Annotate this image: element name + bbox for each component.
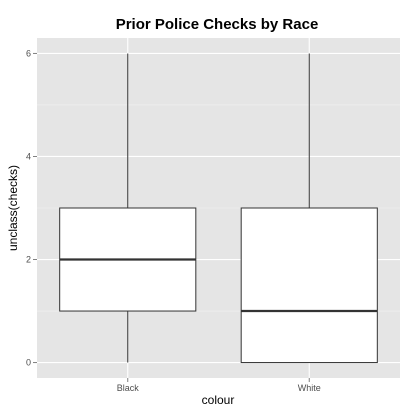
y-tick-label: 2 (26, 255, 31, 265)
box-white (240, 53, 378, 364)
y-tick-label: 6 (26, 48, 31, 58)
iqr-box-white (240, 207, 378, 364)
y-tick-label: 0 (26, 358, 31, 368)
box-series (59, 53, 378, 364)
x-axis: Black White (117, 378, 321, 393)
x-tick-label-white: White (298, 383, 321, 393)
box-black (59, 53, 197, 363)
y-axis: 0 2 4 6 (26, 48, 37, 368)
chart-title: Prior Police Checks by Race (116, 16, 319, 33)
x-axis-title: colour (202, 393, 235, 407)
y-axis-title: unclass(checks) (6, 165, 20, 251)
x-tick-label-black: Black (117, 383, 140, 393)
y-tick-label: 4 (26, 151, 31, 161)
